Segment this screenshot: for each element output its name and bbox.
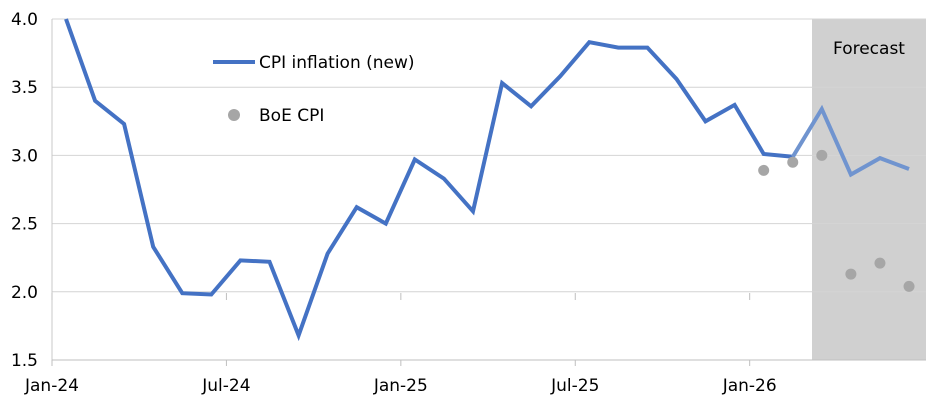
x-tick-label: Jan-24	[24, 376, 79, 396]
x-axis: Jan-24 Jul-24 Jan-25 Jul-25 Jan-26	[24, 293, 926, 396]
x-tick-label: Jul-24	[201, 376, 250, 396]
series-line-cpi-inflation	[64, 18, 793, 342]
gridlines	[51, 18, 926, 361]
legend-label-boe-cpi: BoE CPI	[259, 106, 324, 126]
y-tick-label: 3.5	[11, 78, 38, 98]
legend: CPI inflation (new) BoE CPI	[213, 53, 415, 126]
y-tick-label: 2.0	[11, 283, 38, 303]
y-tick-label: 4.0	[11, 10, 38, 30]
y-tick-label: 3.0	[11, 146, 38, 166]
boe-cpi-point	[758, 164, 770, 176]
boe-cpi-point	[845, 268, 857, 280]
x-tick-label: Jul-25	[550, 376, 599, 396]
forecast-shading	[812, 19, 926, 360]
x-tick-label: Jan-26	[722, 376, 777, 396]
forecast-label: Forecast	[833, 39, 905, 59]
legend-swatch-boe-cpi	[228, 109, 240, 121]
boe-cpi-point	[816, 149, 828, 161]
legend-label-cpi-inflation: CPI inflation (new)	[259, 53, 415, 73]
series-points	[758, 149, 915, 292]
boe-cpi-point	[903, 280, 915, 292]
y-axis-tick-labels: 1.5 2.0 2.5 3.0 3.5 4.0	[11, 10, 38, 371]
series-line-cpi-inflation-forecast	[791, 104, 910, 178]
boe-cpi-point	[787, 156, 799, 168]
y-tick-label: 1.5	[11, 351, 38, 371]
x-tick-label: Jan-25	[373, 376, 428, 396]
series-lines	[64, 18, 910, 342]
y-tick-label: 2.5	[11, 215, 38, 235]
boe-cpi-point	[874, 257, 886, 269]
